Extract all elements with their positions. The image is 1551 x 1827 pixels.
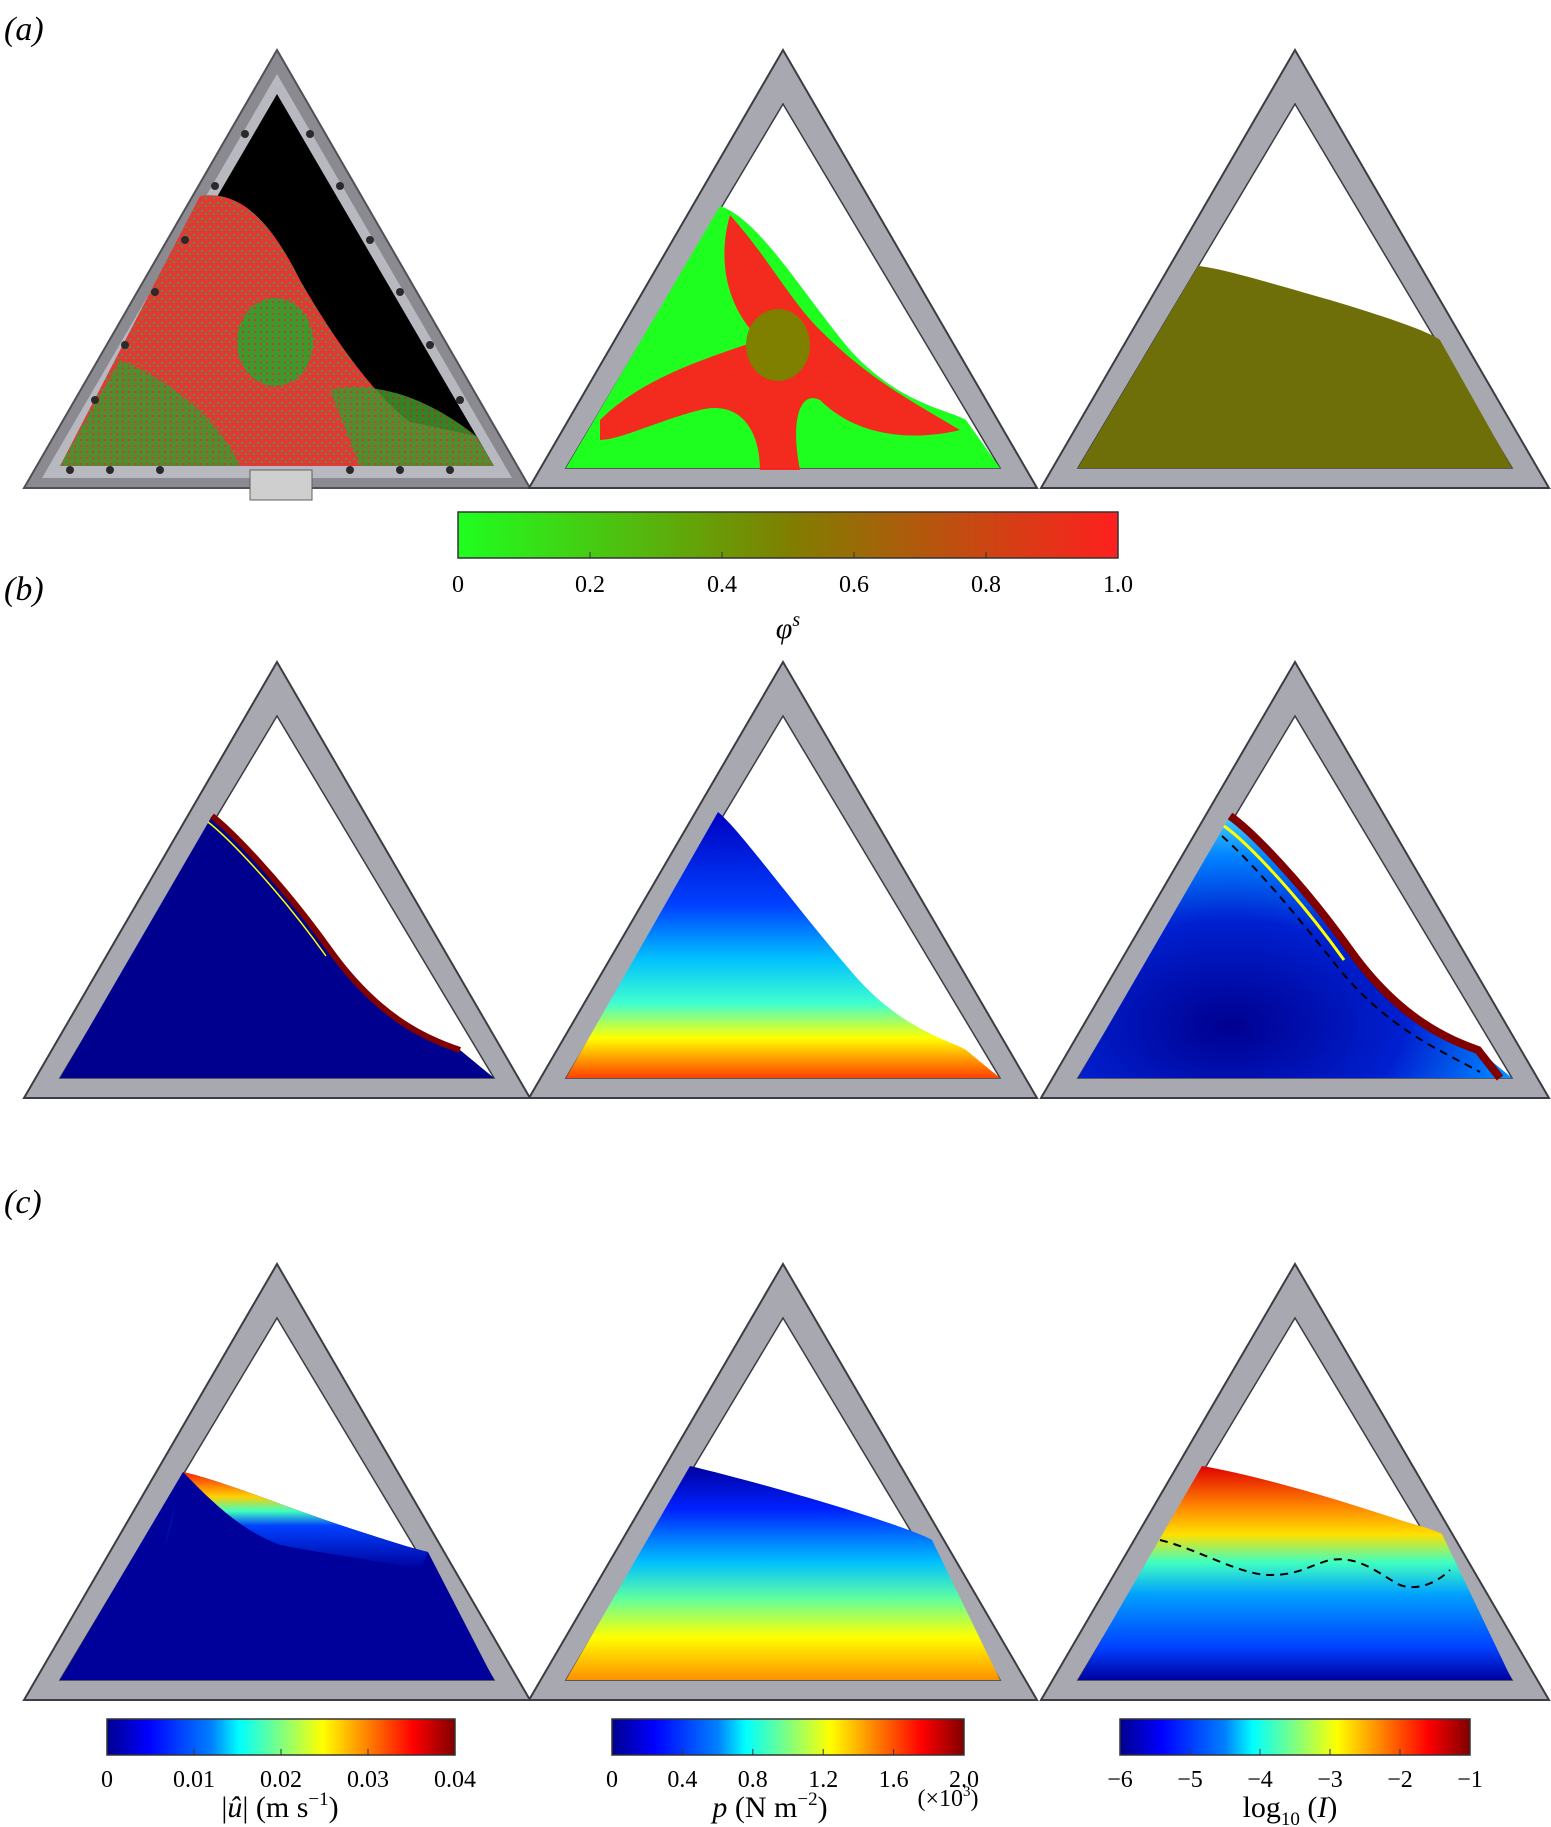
colorbar-inertial-tick-label: −6	[1107, 1767, 1133, 1793]
colorbar-inertial-bar	[1119, 1718, 1471, 1756]
colorbar-pressure-tick-label: 0	[606, 1767, 618, 1793]
inertial-dashed-contour-b	[1221, 835, 1481, 1073]
velocity-rotating-panel	[22, 660, 532, 1099]
colorbar-phi: 0 0.2 0.4 0.6 0.8 1.0 φs	[452, 511, 1133, 645]
inertial-rotating-panel	[1039, 660, 1551, 1099]
velocity-static-panel	[22, 1262, 532, 1701]
panel-label-a: (a)	[4, 11, 44, 48]
experiment-photo	[22, 48, 532, 501]
colorbar-inertial-title: log10 (I)	[1243, 1791, 1338, 1827]
colorbar-phi-tick-label: 0.8	[971, 572, 1001, 598]
colorbar-inertial-tick-label: −5	[1177, 1767, 1203, 1793]
colorbar-inertial-tick-label: −1	[1457, 1767, 1483, 1793]
colorbar-velocity-tick-label: 0.03	[347, 1767, 389, 1793]
colorbar-pressure-bar	[611, 1718, 965, 1756]
colorbar-phi-tick-label: 0.6	[839, 572, 869, 598]
simulation-segregation-static	[1039, 48, 1551, 489]
colorbar-pressure: 0 0.4 0.8 1.2 1.6 2.0 (×103) p (N m−2)	[606, 1718, 979, 1824]
colorbar-inertial-tick-label: −3	[1317, 1767, 1343, 1793]
colorbar-velocity-tick-label: 0.04	[434, 1767, 476, 1793]
colorbar-phi-tick-label: 0.2	[575, 572, 605, 598]
colorbar-phi-title: φs	[776, 609, 801, 645]
colorbar-inertial: −6 −5 −4 −3 −2 −1 log10 (I)	[1107, 1718, 1483, 1827]
inertial-dashed-contour-c	[1159, 1539, 1451, 1589]
pressure-static-panel	[527, 1262, 1039, 1701]
colorbar-pressure-tick-label: 0.8	[738, 1767, 768, 1793]
colorbar-velocity-tick-label: 0.02	[260, 1767, 302, 1793]
colorbar-velocity-tick-label: 0	[101, 1767, 113, 1793]
colorbar-phi-tick-label: 0.4	[707, 572, 737, 598]
colorbar-phi-tick-label: 1.0	[1103, 572, 1133, 598]
colorbar-inertial-tick-label: −4	[1247, 1767, 1273, 1793]
simulation-segregation-rotating	[527, 48, 1039, 489]
colorbar-velocity: 0 0.01 0.02 0.03 0.04 |û| (m s−1)	[101, 1718, 476, 1824]
colorbar-pressure-tick-label: 1.6	[879, 1767, 909, 1793]
inertial-static-panel	[1039, 1262, 1551, 1701]
colorbar-pressure-tick-label: 0.4	[667, 1767, 697, 1793]
pressure-rotating-panel	[527, 660, 1039, 1099]
colorbar-pressure-title: p (N m−2)	[710, 1789, 827, 1824]
colorbar-phi-bar	[457, 511, 1119, 559]
colorbar-velocity-tick-label: 0.01	[173, 1767, 215, 1793]
panel-label-b: (b)	[4, 571, 44, 608]
panel-label-c: (c)	[4, 1184, 42, 1221]
colorbar-pressure-tick-label: 1.2	[808, 1767, 838, 1793]
colorbar-phi-tick-label: 0	[452, 572, 464, 598]
colorbar-inertial-tick-label: −2	[1387, 1767, 1413, 1793]
colorbar-pressure-multiplier: (×103)	[917, 1784, 978, 1812]
colorbar-pressure-tick-label: 2.0	[949, 1767, 979, 1793]
colorbar-velocity-title: |û| (m s−1)	[221, 1789, 338, 1824]
